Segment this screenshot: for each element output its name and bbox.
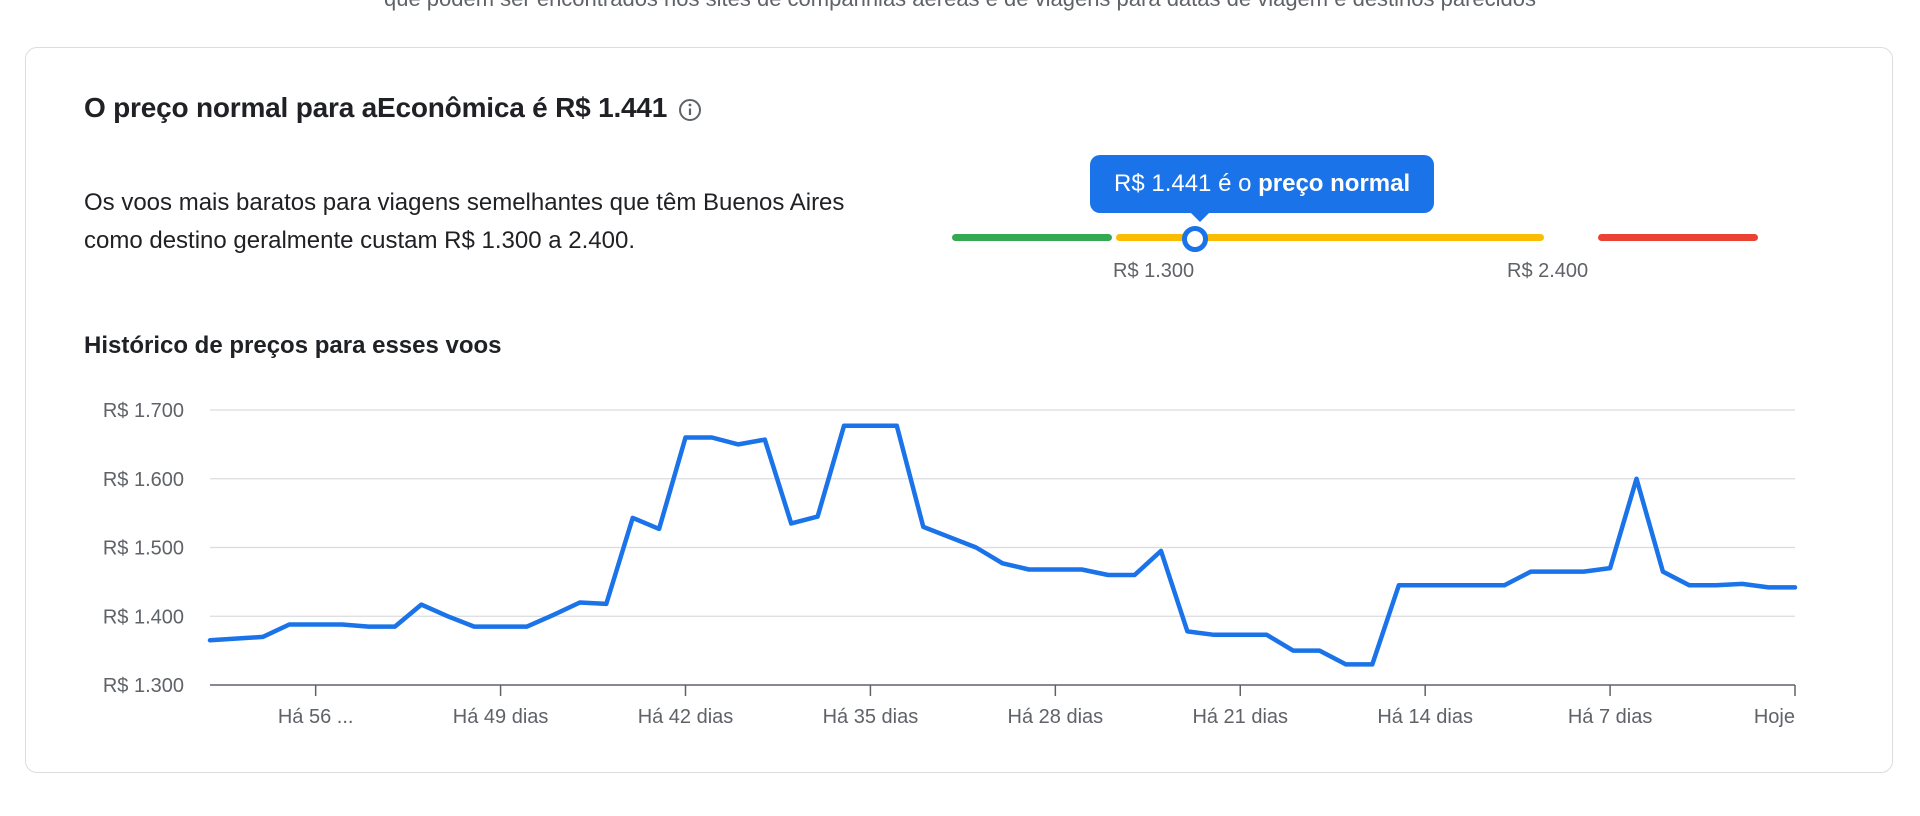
tooltip-emphasis: preço normal — [1258, 170, 1411, 197]
y-tick-label: R$ 1.400 — [103, 606, 184, 628]
top-cutoff-text: que podem ser encontrados nos sites de c… — [0, 0, 1920, 14]
range-high-label: R$ 2.400 — [1507, 260, 1589, 282]
history-title: Histórico de preços para esses voos — [84, 332, 502, 359]
x-tick-label: Há 42 dias — [638, 706, 734, 728]
x-tick-label: Há 56 ... — [278, 706, 354, 728]
x-tick-label: Há 49 dias — [453, 706, 549, 728]
price-range-indicator: R$ 1.441 é o preço normal R$ 1.300 R$ 2.… — [950, 150, 1770, 300]
current-price-marker — [1182, 226, 1208, 252]
info-icon[interactable] — [677, 97, 703, 123]
x-tick-label: Há 14 dias — [1377, 706, 1473, 728]
y-tick-label: R$ 1.600 — [103, 469, 184, 491]
high-price-segment — [1598, 234, 1758, 241]
typical-price-headline: O preço normal para aEconômica é R$ 1.44… — [84, 92, 703, 124]
y-tick-label: R$ 1.700 — [103, 400, 184, 422]
low-price-segment — [952, 234, 1112, 241]
headline-text: O preço normal para aEconômica é R$ 1.44… — [84, 92, 668, 123]
price-description: Os voos mais baratos para viagens semelh… — [84, 189, 845, 254]
normal-price-segment — [1116, 234, 1544, 241]
x-tick-label: Há 21 dias — [1192, 706, 1288, 728]
tooltip-pointer — [1190, 212, 1210, 222]
x-tick-label: Há 35 dias — [823, 706, 919, 728]
price-tooltip: R$ 1.441 é o preço normal — [1090, 155, 1435, 213]
range-low-label: R$ 1.300 — [1113, 260, 1195, 282]
x-tick-label: Há 7 dias — [1568, 706, 1653, 728]
y-tick-label: R$ 1.300 — [103, 675, 184, 697]
price-line — [207, 423, 1798, 667]
x-tick-label: Há 28 dias — [1008, 706, 1104, 728]
x-tick-label: Hoje — [1754, 706, 1795, 728]
y-tick-label: R$ 1.500 — [103, 538, 184, 560]
tooltip-value: R$ 1.441 é o — [1114, 170, 1252, 197]
price-history-chart: R$ 1.300 R$ 1.400 R$ 1.500 R$ 1.600 R$ 1.700… — [103, 400, 1798, 728]
